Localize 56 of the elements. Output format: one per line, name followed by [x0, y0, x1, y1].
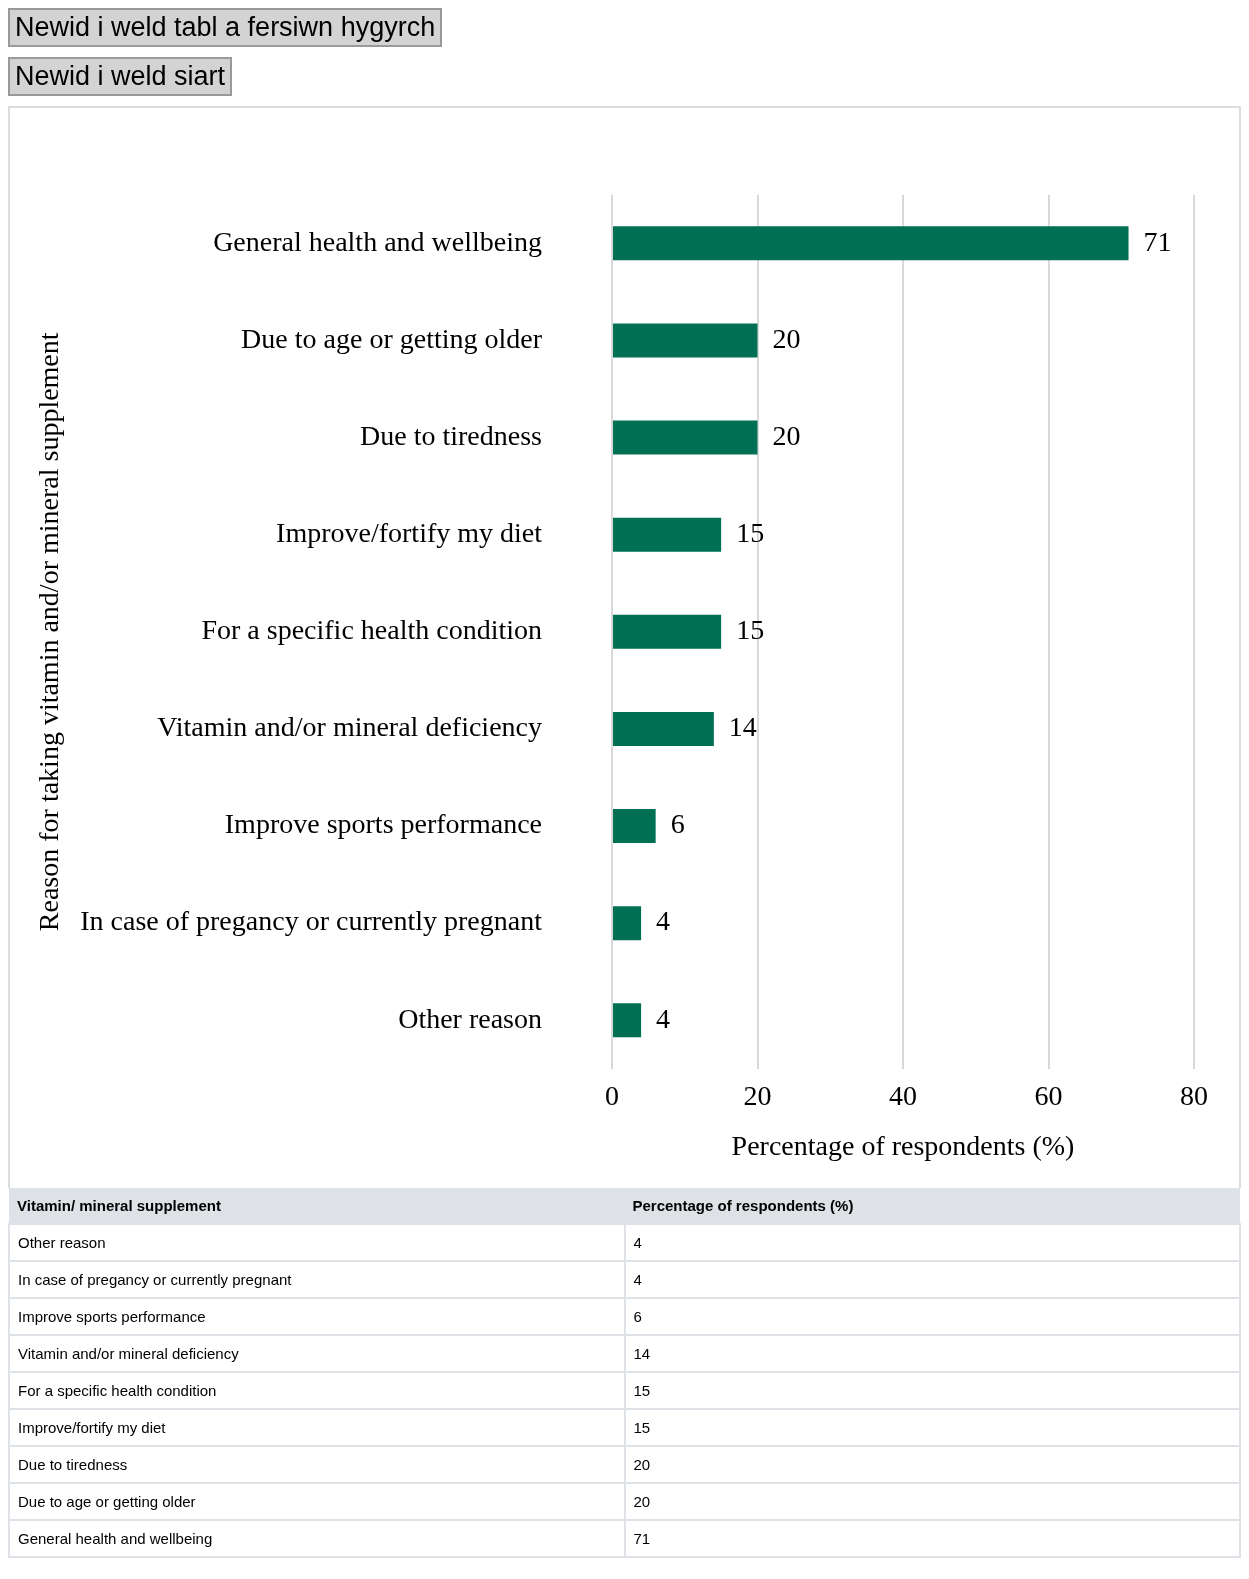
x-axis-title: Percentage of respondents (%): [731, 1129, 1075, 1161]
category-label: Due to tiredness: [9, 1446, 625, 1483]
bar: [613, 1003, 642, 1038]
data-label: 4: [624, 1261, 1240, 1298]
y-tick-label: In case of pregancy or currently pregnant: [80, 905, 543, 937]
chart-view-button: Newid i weld siart: [8, 57, 233, 96]
data-label: 6: [670, 808, 685, 840]
bar: [613, 809, 656, 844]
category-label: For a specific health condition: [9, 1372, 625, 1409]
data-label: 20: [624, 1446, 1240, 1483]
y-tick-label: Improve/fortify my diet: [276, 517, 543, 549]
category-label: Improve/fortify my diet: [9, 1409, 625, 1446]
y-tick-label: Improve sports performance: [224, 808, 542, 840]
bar: [613, 517, 722, 552]
bar: [613, 614, 722, 649]
data-label: 20: [772, 419, 801, 451]
category-label: Vitamin and/or mineral deficiency: [9, 1335, 625, 1372]
y-tick-label: General health and wellbeing: [213, 225, 542, 257]
y-tick-label: Due to tiredness: [360, 419, 542, 451]
data-label: 15: [736, 614, 765, 646]
x-tick-label: 20: [743, 1079, 772, 1111]
y-tick-label: Other reason: [398, 1002, 542, 1034]
data-label: 15: [736, 517, 765, 549]
category-label: Due to age or getting older: [9, 1483, 625, 1520]
table-view-button: Newid i weld tabl a fersiwn hygyrch: [8, 8, 443, 47]
x-tick-label: 40: [889, 1079, 917, 1111]
y-tick-label: Vitamin and/or mineral deficiency: [157, 711, 542, 743]
data-label: 14: [728, 711, 757, 743]
y-tick-label: Due to age or getting older: [241, 322, 543, 354]
text: Percentage of respondents (%): [624, 1188, 1240, 1224]
data-label: 71: [624, 1520, 1240, 1557]
bar: [613, 420, 758, 455]
text: Vitamin/ mineral supplement: [9, 1188, 625, 1224]
category-label: In case of pregancy or currently pregnant: [9, 1261, 625, 1298]
data-label: 4: [656, 905, 671, 937]
data-label: 4: [624, 1224, 1240, 1261]
y-tick-label: For a specific health condition: [201, 614, 542, 646]
x-tick-label: 60: [1034, 1079, 1063, 1111]
category-label: Improve sports performance: [9, 1298, 625, 1335]
bar: [613, 226, 1129, 261]
bar: [613, 711, 714, 746]
data-label: 15: [624, 1372, 1240, 1409]
category-label: Other reason: [9, 1224, 625, 1261]
x-tick-label: 80: [1180, 1079, 1208, 1111]
category-label: General health and wellbeing: [9, 1520, 625, 1557]
data-label: 4: [656, 1002, 671, 1034]
data-label: 15: [624, 1409, 1240, 1446]
y-axis-title: Reason for taking vitamin and/or mineral supplement: [33, 332, 65, 932]
bar: [613, 906, 642, 941]
x-tick-label: 0: [605, 1079, 619, 1111]
data-label: 20: [772, 322, 801, 354]
data-label: 6: [624, 1298, 1240, 1335]
data-label: 14: [624, 1335, 1240, 1372]
data-label: 71: [1143, 225, 1172, 257]
data-label: 20: [624, 1483, 1240, 1520]
bar: [613, 323, 758, 358]
